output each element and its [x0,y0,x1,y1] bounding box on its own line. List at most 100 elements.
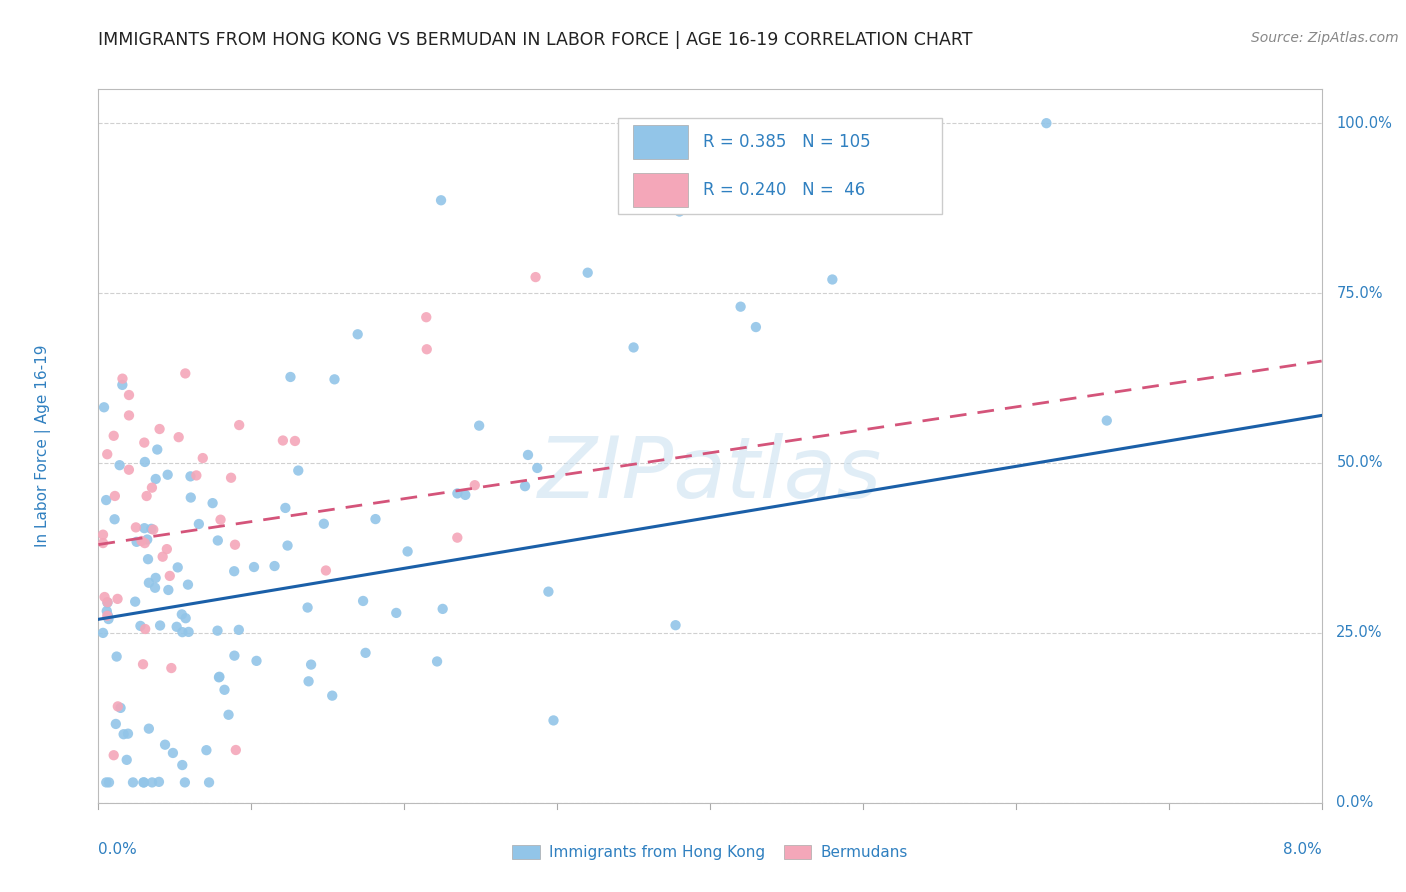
Point [207,533,229,548]
Point [274,500,297,515]
Point [432,602,454,616]
Point [146,442,169,457]
Point [170,607,193,622]
Point [93,590,115,604]
Point [98,775,121,789]
Point [214,682,236,697]
Point [186,468,208,483]
Point [91,527,114,541]
Text: 0.0%: 0.0% [98,842,138,857]
Point [745,320,768,334]
Point [118,409,141,423]
Point [346,327,368,342]
Point [111,378,134,392]
Point [277,539,299,553]
Text: 0.0%: 0.0% [1336,796,1374,810]
Point [159,569,181,583]
Point [149,618,172,632]
Point [96,493,118,508]
Point [177,624,200,639]
FancyBboxPatch shape [633,173,688,207]
Point [134,435,156,450]
Point [198,775,221,789]
Point [218,707,240,722]
Point [446,486,468,500]
Point [415,310,437,325]
Point [177,577,200,591]
Point [228,418,250,433]
Point [96,608,118,623]
Point [243,560,266,574]
Point [180,491,202,505]
Point [117,727,139,741]
Point [104,512,127,526]
Point [153,738,176,752]
Point [315,564,337,578]
Point [263,559,285,574]
Point [166,560,188,574]
Point [148,775,170,789]
Point [208,670,231,684]
Point [131,533,153,548]
Point [209,513,232,527]
Point [152,549,174,564]
Point [134,622,156,636]
Text: R = 0.385   N = 105: R = 0.385 N = 105 [703,133,870,151]
Point [195,743,218,757]
Point [124,595,146,609]
Point [172,625,194,640]
Point [513,479,536,493]
Point [156,542,179,557]
Point [103,748,125,763]
Point [145,472,167,486]
Point [132,657,155,672]
Point [93,401,115,415]
Point [97,612,120,626]
Point [207,624,229,638]
Point [454,488,477,502]
Point [468,418,491,433]
Point [228,623,250,637]
Text: 100.0%: 100.0% [1336,116,1392,131]
Point [107,699,129,714]
Point [104,489,127,503]
Point [132,775,155,789]
Point [576,266,599,280]
Text: IMMIGRANTS FROM HONG KONG VS BERMUDAN IN LABOR FORCE | AGE 16-19 CORRELATION CHA: IMMIGRANTS FROM HONG KONG VS BERMUDAN IN… [98,31,973,49]
Point [167,430,190,444]
Text: 8.0%: 8.0% [1282,842,1322,857]
Point [245,654,267,668]
Point [280,370,302,384]
Point [730,300,752,314]
Point [173,775,195,789]
Point [110,701,132,715]
Point [142,523,165,537]
Point [91,536,114,550]
Point [125,520,148,534]
Point [91,626,114,640]
Point [96,596,118,610]
Point [287,464,309,478]
Point [122,775,145,789]
Point [141,775,163,789]
Text: 25.0%: 25.0% [1336,625,1384,640]
Point [385,606,408,620]
Point [134,455,156,469]
Point [143,581,166,595]
Point [668,204,690,219]
Point [108,458,131,473]
Point [136,552,159,566]
Point [115,753,138,767]
Point [172,758,194,772]
Point [96,447,118,461]
Point [103,429,125,443]
FancyBboxPatch shape [633,125,688,159]
Point [219,471,242,485]
Point [312,516,335,531]
Point [166,620,188,634]
Point [284,434,307,448]
Point [1035,116,1057,130]
Point [179,469,201,483]
Point [224,538,246,552]
Point [446,531,468,545]
